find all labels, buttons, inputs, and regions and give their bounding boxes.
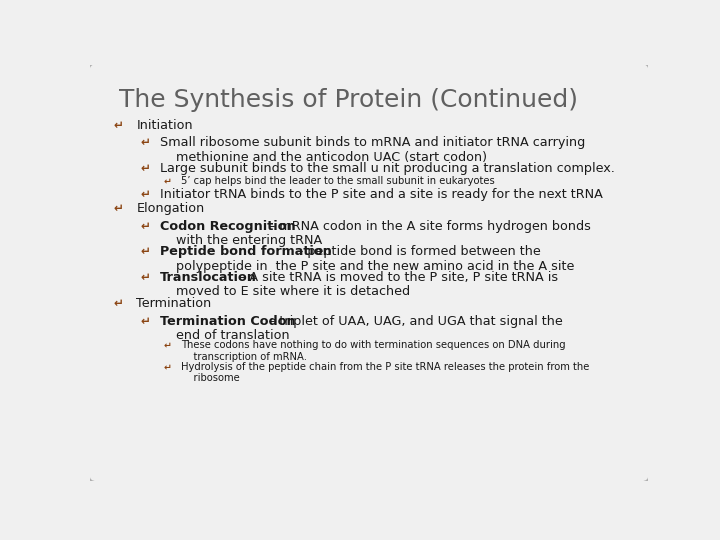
Text: – mRNA codon in the A site forms hydrogen bonds: – mRNA codon in the A site forms hydroge… [265,220,590,233]
Text: polypeptide in  the P site and the new amino acid in the A site: polypeptide in the P site and the new am… [160,260,574,273]
Text: ↵: ↵ [140,162,150,175]
Text: ↵: ↵ [113,297,123,310]
Text: moved to E site where it is detached: moved to E site where it is detached [160,286,410,299]
Text: methionine and the anticodon UAC (start codon): methionine and the anticodon UAC (start … [160,151,487,164]
Text: Translocation: Translocation [160,271,256,284]
Text: Peptide bond formation: Peptide bond formation [160,245,331,258]
Text: Small ribosome subunit binds to mRNA and initiator tRNA carrying: Small ribosome subunit binds to mRNA and… [160,137,585,150]
Text: Initiator tRNA binds to the P site and a site is ready for the next tRNA: Initiator tRNA binds to the P site and a… [160,187,603,201]
Text: ↵: ↵ [140,245,150,258]
Text: transcription of mRNA.: transcription of mRNA. [181,352,307,362]
Text: ↵: ↵ [140,315,150,328]
Text: with the entering tRNA: with the entering tRNA [160,234,322,247]
Text: – A site tRNA is moved to the P site, P site tRNA is: – A site tRNA is moved to the P site, P … [235,271,558,284]
Text: Termination Codon: Termination Codon [160,315,295,328]
Text: ↵: ↵ [113,119,123,132]
Text: – peptide bond is formed between the: – peptide bond is formed between the [293,245,541,258]
Text: ↵: ↵ [140,187,150,201]
Text: ↵: ↵ [140,137,150,150]
Text: ↵: ↵ [113,202,123,215]
Text: Large subunit binds to the small u nit producing a translation complex.: Large subunit binds to the small u nit p… [160,162,615,175]
Text: Hydrolysis of the peptide chain from the P site tRNA releases the protein from t: Hydrolysis of the peptide chain from the… [181,362,590,372]
Text: Codon Recognition: Codon Recognition [160,220,295,233]
Text: ↵: ↵ [163,340,171,349]
Text: ↵: ↵ [163,177,171,185]
Text: Elongation: Elongation [137,202,204,215]
Text: Termination: Termination [137,297,212,310]
FancyBboxPatch shape [89,63,649,482]
Text: end of translation: end of translation [160,329,289,342]
Text: These codons have nothing to do with termination sequences on DNA during: These codons have nothing to do with ter… [181,340,566,350]
Text: ↵: ↵ [140,220,150,233]
Text: ↵: ↵ [140,271,150,284]
Text: ribosome: ribosome [181,373,240,383]
Text: – triplet of UAA, UAG, and UGA that signal the: – triplet of UAA, UAG, and UGA that sign… [265,315,562,328]
Text: 5’ cap helps bind the leader to the small subunit in eukaryotes: 5’ cap helps bind the leader to the smal… [181,177,495,186]
Text: Initiation: Initiation [137,119,193,132]
Text: The Synthesis of Protein (Continued): The Synthesis of Protein (Continued) [120,88,578,112]
Text: ↵: ↵ [163,362,171,371]
